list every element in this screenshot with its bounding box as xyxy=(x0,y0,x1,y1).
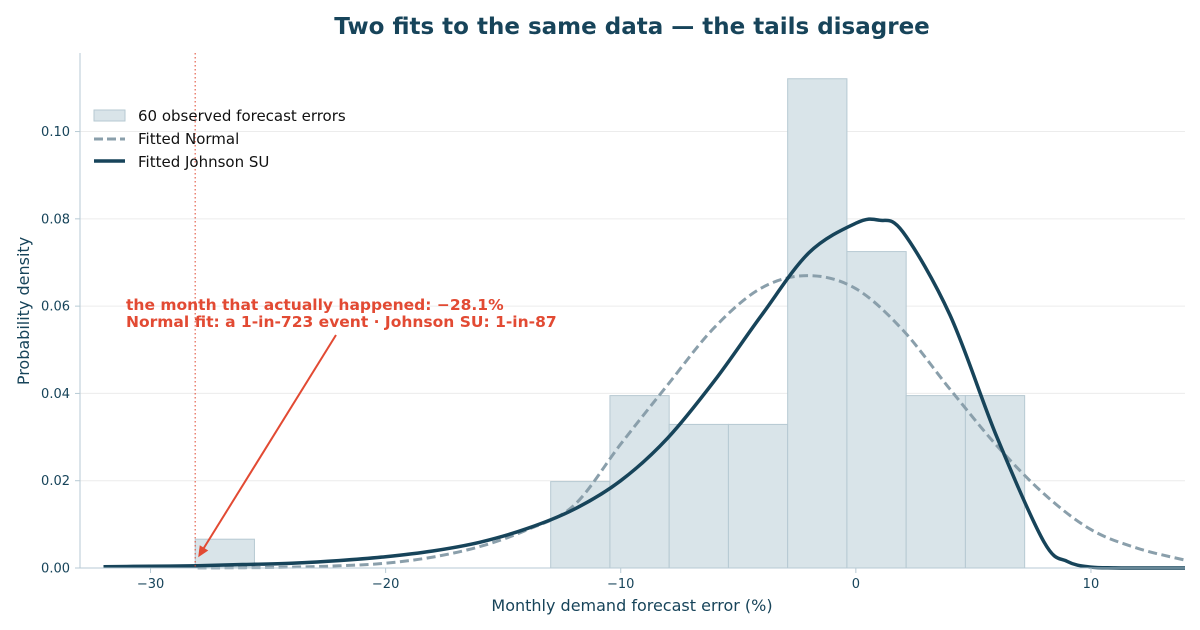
y-tick-label: 0.02 xyxy=(41,474,70,489)
x-tick-label: −20 xyxy=(372,577,399,592)
x-tick-label: 0 xyxy=(852,577,860,592)
legend-label-histogram: 60 observed forecast errors xyxy=(138,107,346,125)
legend: 60 observed forecast errors Fitted Norma… xyxy=(93,107,346,171)
histogram-bar xyxy=(727,423,789,569)
x-axis-label: Monthly demand forecast error (%) xyxy=(491,596,772,615)
legend-label-johnson: Fitted Johnson SU xyxy=(138,153,269,171)
chart-title: Two fits to the same data — the tails di… xyxy=(334,14,930,40)
johnson-su-fit-line xyxy=(103,217,1185,570)
histogram-bar xyxy=(668,423,729,569)
annotation-line-2: Normal fit: a 1-in-723 event · Johnson S… xyxy=(126,313,557,331)
histogram-bars xyxy=(194,78,1026,569)
annotation: the month that actually happened: −28.1%… xyxy=(126,296,557,558)
legend-swatch-histogram xyxy=(93,109,126,122)
fitted-curves xyxy=(103,53,1186,570)
histogram-bar xyxy=(609,395,670,569)
x-tick-label: −30 xyxy=(137,577,164,592)
y-axis-label: Probability density xyxy=(14,237,33,385)
legend-label-normal: Fitted Normal xyxy=(138,130,239,148)
histogram-bar xyxy=(787,78,848,569)
y-tick-label: 0.10 xyxy=(41,125,70,140)
y-tick-label: 0.00 xyxy=(41,562,70,577)
x-tick-label: 10 xyxy=(1083,577,1100,592)
normal-fit-line xyxy=(197,274,1186,570)
annotation-line-1: the month that actually happened: −28.1% xyxy=(126,296,504,314)
annotation-arrow xyxy=(200,334,337,553)
x-tick-label: −10 xyxy=(607,577,634,592)
histogram-bar xyxy=(905,395,966,569)
y-tick-label: 0.08 xyxy=(41,212,70,227)
y-tick-label: 0.04 xyxy=(41,387,70,402)
histogram-bar xyxy=(846,251,907,569)
y-tick-label: 0.06 xyxy=(41,300,70,315)
axes: −30 −20 −10 0 10 0.00 0.02 0.04 0.06 0.08 0.10 xyxy=(41,53,1185,592)
annotation-arrowhead xyxy=(198,545,209,558)
